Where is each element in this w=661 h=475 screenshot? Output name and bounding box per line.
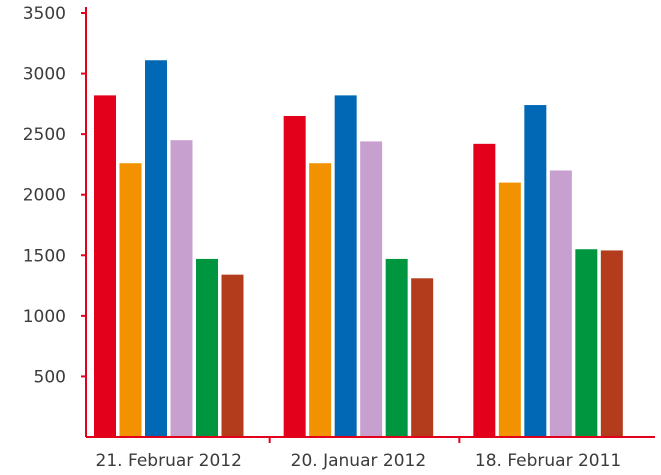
bar <box>549 170 572 437</box>
y-tick-label: 1000 <box>23 307 66 327</box>
bar <box>196 258 218 437</box>
bar <box>221 274 244 437</box>
bar <box>600 250 623 437</box>
bar <box>575 249 598 437</box>
y-tick-label: 1500 <box>23 246 66 266</box>
bar <box>334 95 357 438</box>
x-axis-labels: 21. Februar 2012 20. Januar 2012 18. Febru… <box>96 451 622 471</box>
y-tick-label: 3000 <box>23 65 66 85</box>
bar <box>283 115 306 437</box>
x-category-label: 18. Februar 2011 <box>475 451 621 471</box>
bar <box>94 95 116 438</box>
bar <box>473 143 496 437</box>
axes <box>85 7 655 443</box>
y-tick-label: 3500 <box>23 4 66 24</box>
bar <box>385 258 408 437</box>
bar <box>524 105 547 437</box>
x-category-label: 21. Februar 2012 <box>96 451 242 471</box>
y-tick-label: 500 <box>34 367 66 387</box>
bar <box>411 278 434 437</box>
y-axis-ticks: 500 1000 1500 2000 2500 3000 3500 <box>23 4 86 387</box>
bar <box>360 141 383 437</box>
x-category-label: 20. Januar 2012 <box>291 451 427 471</box>
bar <box>498 182 521 437</box>
y-tick-label: 2000 <box>23 186 66 206</box>
bar <box>170 140 193 437</box>
bar <box>309 163 332 437</box>
y-tick-label: 2500 <box>23 125 66 145</box>
bars <box>94 60 623 438</box>
bar <box>119 163 142 437</box>
bar <box>145 60 167 437</box>
